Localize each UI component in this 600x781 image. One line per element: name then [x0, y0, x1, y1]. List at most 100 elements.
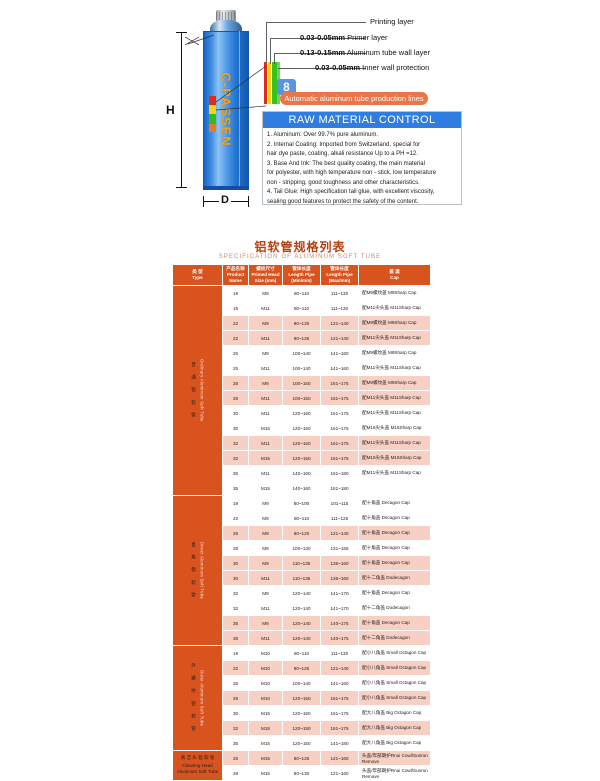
table-row: 25 M9 80~120 121~140 配十角盖 Decagon Cap [173, 525, 431, 541]
cell-product-name: M15 [248, 480, 283, 496]
cell-cap: 配M11尖头盖 M11Sharp Cap [358, 300, 431, 316]
cell-product-name: M9 [248, 495, 283, 511]
cell-length-min: 161~175 [320, 450, 359, 466]
cell-length-min: 111~130 [320, 300, 359, 316]
table-row: 30 M11 110~135 136~160 配十二角盖 Dodecagon [173, 570, 431, 586]
cell-product-name: M9 [248, 285, 283, 301]
cell-length-min: 141~170 [320, 585, 359, 601]
cell-head-size: 120~150 [282, 720, 321, 736]
cell-head-size: 80~120 [282, 525, 321, 541]
cell-type: 35 [222, 615, 249, 631]
cell-length-min: 141~160 [320, 360, 359, 376]
col-header-head-size: 螺纹尺寸 Primed Head Size (mm) [248, 264, 283, 286]
section-label-en: Ordinary Aluminum Soft Tube [199, 359, 205, 422]
cell-cap: 配十角盖 Decagon Cap [358, 555, 431, 571]
cell-head-size: 80~110 [282, 645, 321, 661]
cell-product-name: M9 [248, 375, 283, 391]
section-label-cn: 普 通 铝 软 管 [191, 362, 197, 419]
cell-head-size: 120~150 [282, 405, 321, 421]
col-header-cap: 盖 温 Cap [358, 264, 431, 286]
spec-table-title-cn: 铝软管规格列表 [254, 240, 346, 254]
cell-product-name: M11 [248, 570, 283, 586]
cell-length-min: 161~180 [320, 465, 359, 481]
cell-head-size: 80~125 [282, 750, 321, 766]
cell-cap: 配大八角盖 Big Octagon Cap [358, 705, 431, 721]
cell-cap: 配M11尖头盖 M11Sharp Cap [358, 360, 431, 376]
cell-length-min: 111~125 [320, 510, 359, 526]
cell-cap: 配小八角盖 Small Octagon Cap [358, 660, 431, 676]
leader-horizontal-4 [278, 68, 366, 69]
cell-cap: 配大八角盖 Big Octagon Cap [358, 720, 431, 736]
tip-connector-line [187, 34, 215, 45]
cell-head-size: 80~110 [282, 285, 321, 301]
cell-length-min: 136~160 [320, 570, 359, 586]
cell-head-size: 100~140 [282, 360, 321, 376]
cell-cap: 配M11尖头盖 M11Sharp Cap [358, 465, 431, 481]
cell-cap [358, 480, 431, 496]
cell-head-size: 120~150 [282, 735, 321, 751]
cell-cap: 配十角盖 Decagon Cap [358, 540, 431, 556]
section-label-en: Outer Aluminum Soft Tube [199, 669, 205, 727]
cell-length-min: 136~160 [320, 555, 359, 571]
cell-length-min: 111~130 [320, 285, 359, 301]
tube-tip-pointer-icon [184, 36, 200, 46]
cell-product-name: M11 [248, 405, 283, 421]
cell-cap: 配M11尖头盖 M11Sharp Cap [358, 390, 431, 406]
cell-type: 32 [222, 450, 249, 466]
cell-product-name: M10 [248, 645, 283, 661]
cell-type: 22 [222, 315, 249, 331]
cell-length-min: 141~160 [320, 345, 359, 361]
cell-type: 22 [222, 510, 249, 526]
swatch-green [209, 114, 216, 124]
height-dimension-label: H [166, 103, 175, 117]
cell-length-min: 101~115 [320, 495, 359, 511]
table-row: 28 M9 100~130 131~155 配十角盖 Decagon Cap [173, 540, 431, 556]
cell-cap: 配M9螺纹盖 M9Sharp Cap [358, 285, 431, 301]
table-row: 32 M9 120~140 141~170 配十角盖 Decagon Cap [173, 585, 431, 601]
cell-head-size: 90~125 [282, 315, 321, 331]
cell-type: 28 [222, 540, 249, 556]
cell-cap: 配M9螺纹盖 M9Sharp Cap [358, 375, 431, 391]
cell-cap: 配十角盖 Decagon Cap [358, 510, 431, 526]
cell-product-name: M10 [248, 690, 283, 706]
section-label-cell: 外 螺 纹 铝 软 管 Outer Aluminum Soft Tube [172, 645, 223, 751]
diameter-dimension-label: D [219, 194, 231, 206]
diameter-dimension-tick-left [203, 196, 204, 207]
layer-strip-yellow [268, 62, 271, 104]
table-row: 32 M11 120~150 161~175 配M11尖头盖 M11Sharp Cap [173, 435, 431, 451]
cell-type: 35 [222, 630, 249, 646]
height-dimension-tick-bottom [176, 187, 187, 188]
cell-head-size: 100~130 [282, 540, 321, 556]
cell-head-size: 80~100 [282, 495, 321, 511]
cell-type: 19 [222, 645, 249, 661]
cell-head-size: 80~130 [282, 765, 321, 781]
cell-head-size: 120~140 [282, 585, 321, 601]
cell-cap: 头盖/年部期护Rnui Cowl/Sunrun Remove [358, 765, 431, 781]
cell-head-size: 110~135 [282, 555, 321, 571]
cell-length-min: 161~175 [320, 435, 359, 451]
cell-type: 30 [222, 570, 249, 586]
cell-length-min: 111~130 [320, 645, 359, 661]
cell-length-min: 121~140 [320, 525, 359, 541]
cell-product-name: M15 [248, 750, 283, 766]
cell-product-name: M11 [248, 330, 283, 346]
cell-length-min: 121~160 [320, 765, 359, 781]
cell-product-name: M10 [248, 675, 283, 691]
cell-product-name: M11 [248, 435, 283, 451]
cell-cap: 配M9螺纹盖 M9Sharp Cap [358, 315, 431, 331]
swatch-red [209, 96, 216, 105]
callout-value-inner: 0.03-0.05mm [315, 63, 361, 72]
cell-product-name: M10 [248, 660, 283, 676]
callout-label-aluminum-wall-layer: 0.13-0.15mm Aluminum tube wall layer [300, 49, 430, 57]
table-row: 普 通 铝 软 管 Ordinary Aluminum Soft Tube 19 M9… [172, 285, 431, 496]
cell-head-size: 80~110 [282, 510, 321, 526]
table-row: 30 M9 110~135 136~160 配十角盖 Decagon Cap [173, 555, 431, 571]
cell-type: 25 [222, 360, 249, 376]
cell-type: 30 [222, 555, 249, 571]
cell-product-name: M9 [248, 345, 283, 361]
cell-cap: 配M15尖头盖 M15Sharp Cap [358, 450, 431, 466]
raw-material-body: 1. Aluminum: Over 99.7% pure aluminum. 2… [263, 128, 461, 207]
cell-type: 30 [222, 405, 249, 421]
cell-cap: 配十角盖 Decagon Cap [358, 615, 431, 631]
cell-length-min: 131~155 [320, 540, 359, 556]
